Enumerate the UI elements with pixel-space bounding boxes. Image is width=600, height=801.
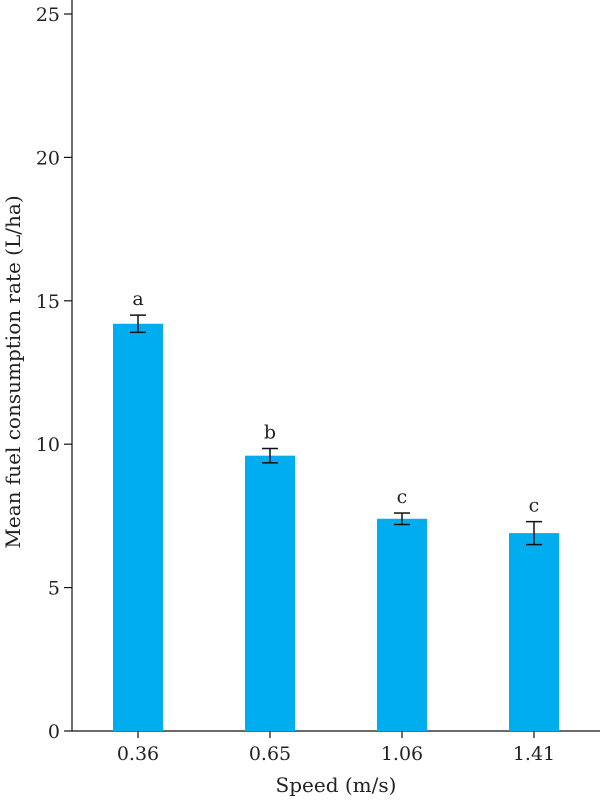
bar: [113, 323, 163, 731]
significance-label: c: [397, 486, 408, 508]
error-bar: [262, 447, 278, 464]
y-tick-label: 25: [36, 4, 60, 26]
y-tick-label: 5: [48, 578, 60, 600]
y-tick-label: 15: [36, 291, 60, 313]
bar: [245, 455, 295, 731]
x-tick-label: 0.36: [117, 743, 159, 765]
error-bars: [130, 314, 542, 546]
x-tick-label: 1.41: [513, 743, 555, 765]
error-bar: [526, 520, 542, 546]
y-tick-label: 10: [36, 434, 60, 456]
bars: [113, 323, 559, 731]
x-tick-labels: 0.36 0.65 1.06 1.41: [117, 731, 555, 765]
significance-label: a: [132, 288, 143, 310]
error-bar: [130, 314, 146, 334]
y-axis-title: Mean fuel consumption rate (L/ha): [1, 195, 25, 548]
y-ticks: 0 5 10 15 20 25: [36, 4, 72, 743]
error-bar: [394, 512, 410, 526]
y-tick-label: 0: [48, 721, 60, 743]
bar: [509, 533, 559, 731]
y-tick-label: 20: [36, 147, 60, 169]
significance-label: b: [264, 422, 276, 444]
significance-label: c: [529, 495, 540, 517]
x-tick-label: 0.65: [249, 743, 291, 765]
x-tick-label: 1.06: [381, 743, 423, 765]
significance-labels: a b c c: [132, 288, 539, 516]
x-axis-title: Speed (m/s): [276, 773, 397, 797]
bar: [377, 518, 427, 731]
